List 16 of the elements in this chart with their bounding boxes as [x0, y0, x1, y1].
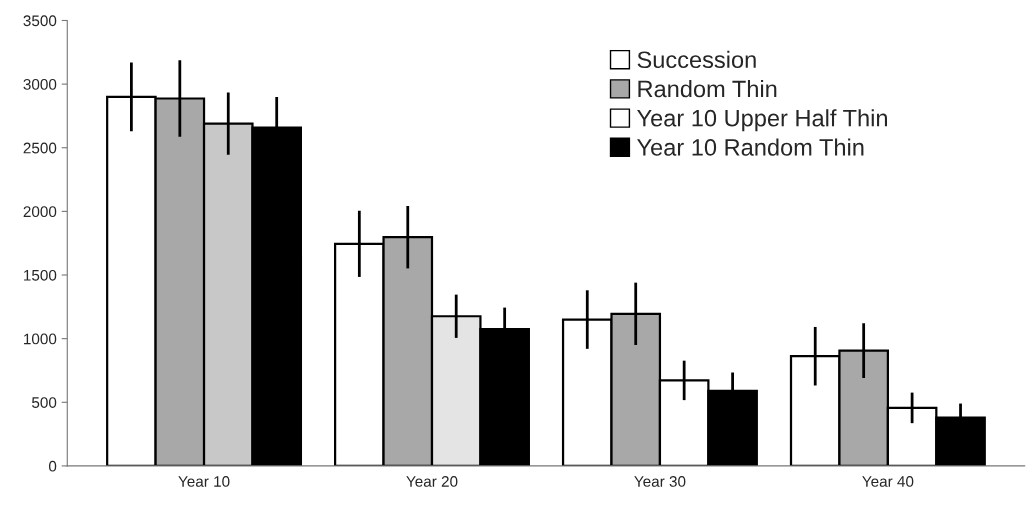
y-tick-label: 1000: [24, 333, 57, 345]
legend-label: Succession: [637, 50, 756, 69]
y-tick-label: 500: [31, 397, 57, 408]
x-tick-label: Year 30: [634, 476, 686, 487]
legend-label: Random Thin: [638, 79, 777, 98]
legend-label: Year 10 Random Thin: [637, 138, 864, 156]
x-tick-label: Year 20: [406, 476, 458, 487]
y-tick-label: 2500: [23, 142, 57, 154]
y-tick-label: 1500: [24, 269, 57, 281]
x-tick-label: Year 10: [178, 476, 230, 487]
y-tick-label: 3000: [23, 78, 57, 90]
y-tick-label: 0: [48, 460, 57, 472]
y-tick-label: 2000: [23, 206, 57, 218]
x-tick-label: Year 40: [862, 476, 914, 487]
y-tick-label: 3500: [23, 15, 57, 27]
legend-label: Year 10 Upper Half Thin: [637, 109, 887, 132]
